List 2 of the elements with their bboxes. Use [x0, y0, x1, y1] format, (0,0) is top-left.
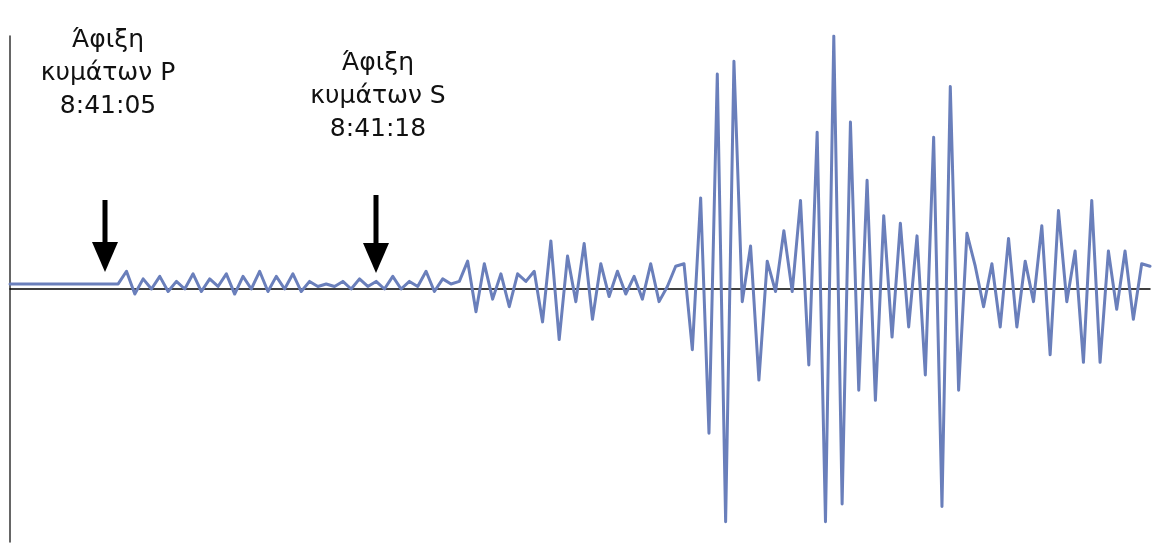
annotation: Άφιξη κυμάτων S 8:41:18 [310, 46, 446, 144]
annotation: Άφιξη κυμάτων P 8:41:05 [40, 23, 176, 121]
